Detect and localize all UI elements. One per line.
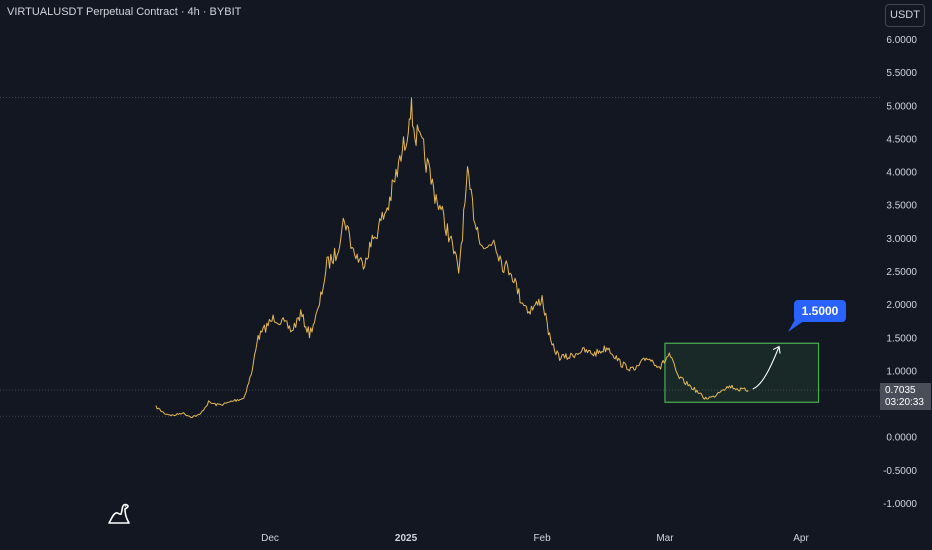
bar-countdown: 03:20:33 xyxy=(885,397,924,408)
y-tick-label: 5.5000 xyxy=(886,68,917,79)
y-tick-label: 2.5000 xyxy=(886,267,917,278)
x-tick-label: 2025 xyxy=(395,533,418,544)
target-zone-layer xyxy=(664,342,820,403)
y-tick-label: 2.0000 xyxy=(886,300,917,311)
y-tick-label: 5.0000 xyxy=(886,101,917,112)
price-series-line xyxy=(155,97,749,419)
projection-arrowhead xyxy=(772,345,781,354)
current-price-label: 0.7035 03:20:33 xyxy=(880,383,931,410)
y-tick-label: 3.5000 xyxy=(886,201,917,212)
y-tick-label: 0.0000 xyxy=(886,433,917,444)
x-tick-label: Dec xyxy=(261,533,279,544)
y-tick-label: -0.5000 xyxy=(883,466,917,477)
target-zone-box xyxy=(664,342,820,403)
y-tick-label: 1.0000 xyxy=(886,366,917,377)
x-tick-label: Apr xyxy=(793,533,809,544)
current-price-value: 0.7035 xyxy=(885,385,916,396)
y-axis: 6.0000 5.5000 5.0000 4.5000 4.0000 3.5000 3.00… xyxy=(883,35,917,510)
y-tick-label: 1.5000 xyxy=(886,333,917,344)
projection-arrow-line xyxy=(752,346,780,390)
y-tick-label: 4.5000 xyxy=(886,134,917,145)
tradingview-logo-icon[interactable] xyxy=(106,500,132,526)
currency-unit-button[interactable]: USDT xyxy=(885,4,925,27)
y-tick-label: 4.0000 xyxy=(886,168,917,179)
y-tick-label: 3.0000 xyxy=(886,234,917,245)
x-axis: Dec 2025 Feb Mar Apr xyxy=(261,533,809,544)
y-tick-label: -1.0000 xyxy=(883,499,917,510)
target-price-callout[interactable]: 1.5000 xyxy=(794,300,846,322)
y-tick-label: 6.0000 xyxy=(886,35,917,46)
x-tick-label: Mar xyxy=(656,533,674,544)
x-tick-label: Feb xyxy=(533,533,551,544)
chart-title: VIRTUALUSDT Perpetual Contract · 4h · BY… xyxy=(7,6,242,18)
price-series-layer xyxy=(155,97,749,419)
